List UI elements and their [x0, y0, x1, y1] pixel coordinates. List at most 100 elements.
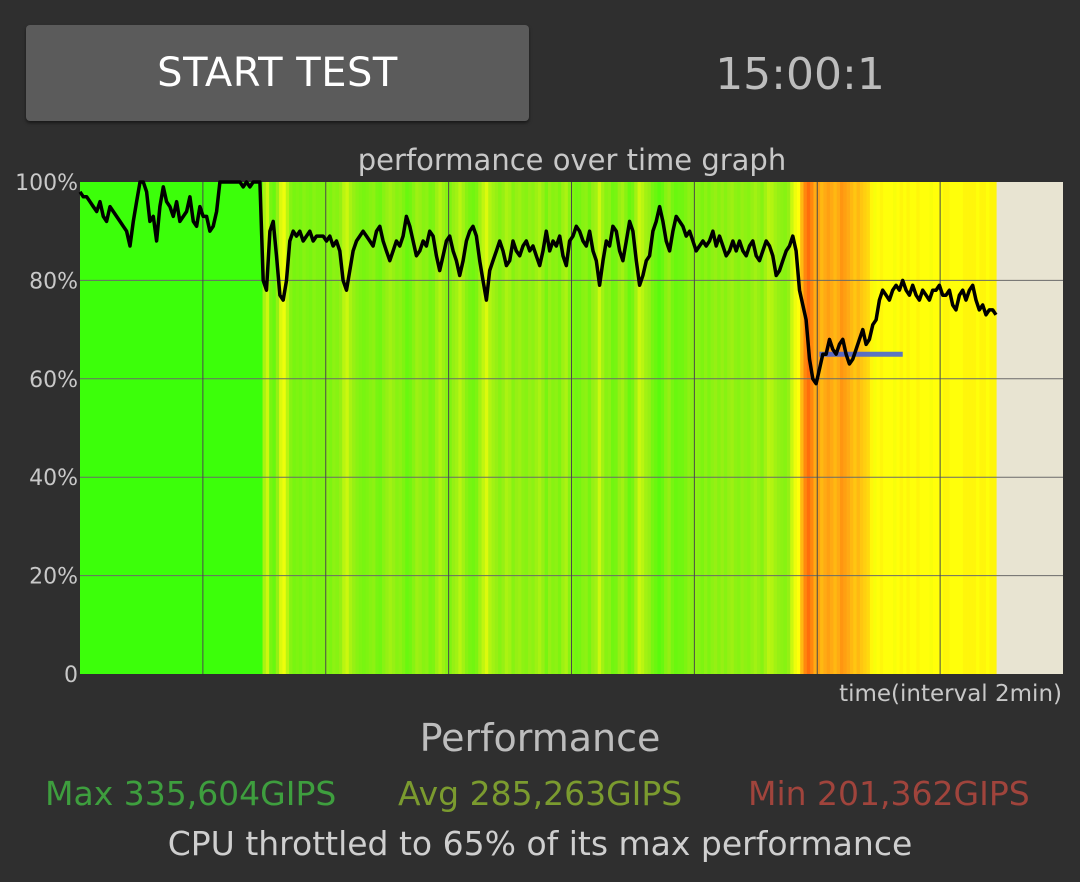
heat-column: [820, 182, 825, 674]
heat-columns: [80, 182, 997, 674]
heat-column: [199, 182, 204, 674]
heat-column: [494, 182, 499, 674]
y-tick-label: 0: [64, 663, 78, 688]
heat-column: [96, 182, 101, 674]
heat-column: [318, 182, 323, 674]
heat-column: [667, 182, 672, 674]
heat-column: [448, 182, 453, 674]
heat-column: [259, 182, 264, 674]
heat-column: [554, 182, 559, 674]
heat-column: [322, 182, 327, 674]
heat-column: [976, 182, 981, 674]
heat-column: [830, 182, 834, 674]
heat-column: [438, 182, 443, 674]
heat-column: [703, 182, 708, 674]
heat-column: [727, 182, 732, 674]
heat-column: [903, 182, 907, 674]
heat-column: [557, 182, 562, 674]
heat-column: [547, 182, 552, 674]
heat-column: [302, 182, 307, 674]
heat-column: [275, 182, 280, 674]
heat-column: [435, 182, 440, 674]
heat-column: [743, 182, 748, 674]
heat-column: [747, 182, 752, 674]
heat-column: [624, 182, 629, 674]
heat-column: [93, 182, 98, 674]
heat-column: [707, 182, 712, 674]
performance-chart: performance over time graph 0 20% 40% 60% 80…: [15, 143, 1063, 707]
heat-column: [425, 182, 430, 674]
heat-column: [372, 182, 376, 674]
heat-column: [594, 182, 599, 674]
heat-column: [328, 182, 333, 674]
heat-column: [899, 182, 904, 674]
heat-column: [189, 182, 194, 674]
heat-column: [255, 182, 260, 674]
heat-column: [528, 182, 532, 674]
heat-column: [617, 182, 622, 674]
heat-column: [421, 182, 426, 674]
heat-column: [109, 182, 114, 674]
heat-column: [521, 182, 526, 674]
heat-column: [737, 182, 742, 674]
heat-column: [458, 182, 463, 674]
heat-column: [524, 182, 529, 674]
heat-column: [471, 182, 476, 674]
heat-column: [136, 182, 141, 674]
x-axis-label: time(interval 2min): [839, 681, 1062, 707]
heat-column: [969, 182, 974, 674]
heat-column: [116, 182, 121, 674]
heat-column: [226, 182, 230, 674]
heat-column: [418, 182, 423, 674]
heat-column: [680, 182, 685, 674]
heat-column: [139, 182, 144, 674]
heat-column: [411, 182, 416, 674]
heat-column: [853, 182, 858, 674]
heat-column: [767, 182, 771, 674]
heat-column: [451, 182, 456, 674]
heat-column: [730, 182, 735, 674]
heat-column: [538, 182, 542, 674]
heat-column: [428, 182, 433, 674]
heat-column: [929, 182, 934, 674]
heat-column: [391, 182, 396, 674]
heat-column: [352, 182, 357, 674]
y-tick-label: 60%: [29, 368, 78, 393]
heat-column: [826, 182, 831, 674]
max-performance: Max 335,604GIPS: [45, 774, 337, 813]
heat-column: [242, 182, 247, 674]
heat-column: [591, 182, 596, 674]
y-tick-label: 20%: [29, 565, 78, 590]
heat-column: [309, 182, 313, 674]
heat-column: [989, 182, 994, 674]
heat-column: [461, 182, 466, 674]
y-tick-label: 80%: [29, 269, 78, 294]
heat-column: [146, 182, 151, 674]
heat-column: [401, 182, 406, 674]
heat-column: [786, 182, 791, 674]
heat-column: [869, 182, 874, 674]
heat-column: [816, 182, 821, 674]
heat-column: [700, 182, 705, 674]
heat-column: [796, 182, 801, 674]
heat-column: [926, 182, 931, 674]
heat-column: [720, 182, 725, 674]
heat-column: [684, 182, 688, 674]
heat-column: [289, 182, 294, 674]
heat-column: [481, 182, 486, 674]
heat-column: [859, 182, 864, 674]
heat-column: [644, 182, 649, 674]
heat-column: [604, 182, 609, 674]
heat-column: [982, 182, 987, 674]
heat-column: [385, 182, 390, 674]
heat-column: [504, 182, 509, 674]
heat-column: [916, 182, 921, 674]
heat-column: [813, 182, 818, 674]
start-test-button[interactable]: START TEST: [26, 25, 529, 121]
heat-column: [979, 182, 984, 674]
chart-title: performance over time graph: [358, 143, 786, 177]
heat-column: [113, 182, 118, 674]
heat-column: [601, 182, 605, 674]
heat-column: [577, 182, 582, 674]
heat-column: [272, 182, 277, 674]
